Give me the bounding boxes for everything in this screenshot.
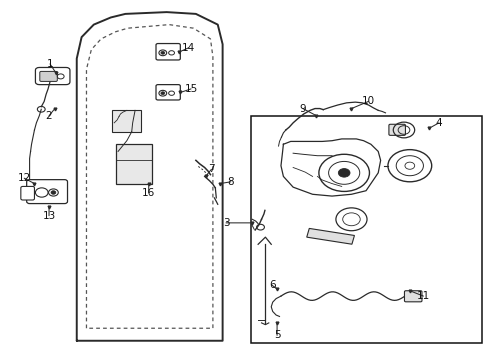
Text: 11: 11 [416,291,429,301]
Text: 3: 3 [222,218,229,228]
Bar [250,116,481,342]
Text: 9: 9 [299,104,305,113]
Circle shape [51,191,56,194]
Text: 8: 8 [227,177,234,187]
FancyBboxPatch shape [156,85,180,100]
Text: 4: 4 [435,118,442,128]
Text: 15: 15 [184,84,197,94]
Circle shape [161,51,164,54]
FancyBboxPatch shape [156,44,180,60]
FancyBboxPatch shape [388,124,405,135]
Text: 10: 10 [361,96,374,107]
Text: 14: 14 [182,43,195,53]
Text: 16: 16 [142,188,155,198]
Text: 5: 5 [273,330,280,341]
Bar [306,229,354,244]
FancyBboxPatch shape [40,71,57,81]
Text: 2: 2 [46,111,52,121]
FancyBboxPatch shape [404,291,421,302]
Bar [116,144,152,184]
Text: 1: 1 [46,59,53,69]
FancyBboxPatch shape [21,186,34,200]
FancyBboxPatch shape [35,67,70,85]
Text: 7: 7 [208,164,214,174]
Text: 12: 12 [18,173,31,183]
Text: 6: 6 [268,280,275,291]
Circle shape [161,92,164,95]
Circle shape [338,168,349,177]
FancyBboxPatch shape [27,180,67,203]
Text: 13: 13 [42,211,56,221]
Bar [112,111,141,132]
